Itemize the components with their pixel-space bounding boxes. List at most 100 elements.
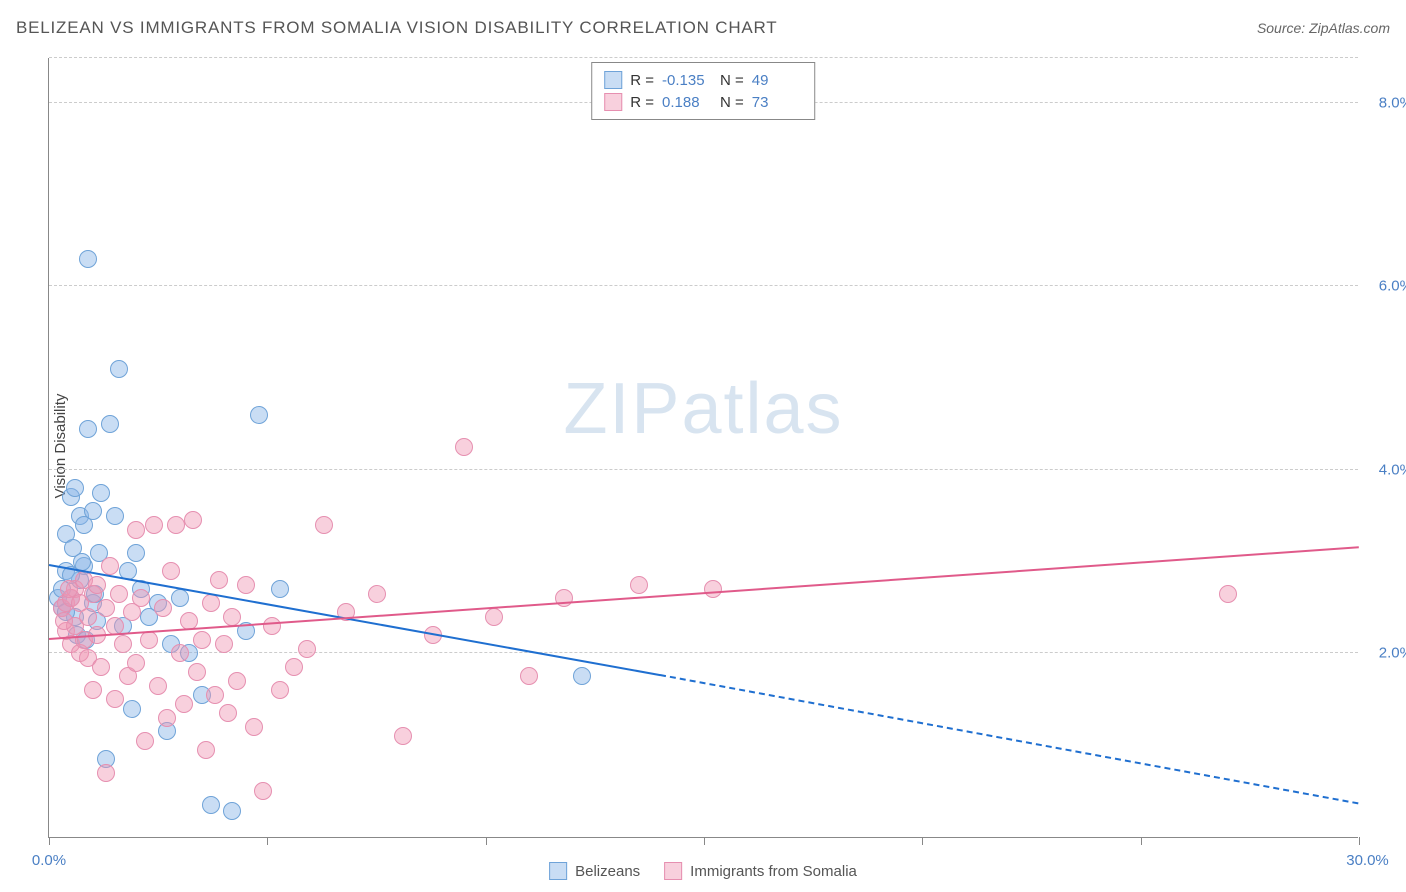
legend-row-belizeans: R = -0.135 N = 49 [604,69,802,91]
data-point [127,521,145,539]
data-point [167,516,185,534]
n-label: N = [720,72,744,89]
x-tick [704,837,705,845]
x-tick [49,837,50,845]
data-point [92,658,110,676]
data-point [136,732,154,750]
r-value-somalia: 0.188 [662,94,712,111]
n-label: N = [720,94,744,111]
x-tick [486,837,487,845]
data-point [79,420,97,438]
swatch-somalia-icon [664,862,682,880]
data-point [66,479,84,497]
data-point [184,511,202,529]
data-point [298,640,316,658]
data-point [455,438,473,456]
data-point [127,654,145,672]
gridline [49,285,1358,286]
data-point [263,617,281,635]
legend-item-belizeans: Belizeans [549,862,640,880]
data-point [92,484,110,502]
data-point [555,589,573,607]
watermark: ZIPatlas [563,368,843,450]
watermark-zip: ZIP [563,369,681,449]
x-tick-label-left: 0.0% [32,852,66,869]
chart-header: BELIZEAN VS IMMIGRANTS FROM SOMALIA VISI… [16,18,1390,38]
chart-title: BELIZEAN VS IMMIGRANTS FROM SOMALIA VISI… [16,18,778,38]
data-point [630,576,648,594]
data-point [84,502,102,520]
gridline [49,57,1358,58]
data-point [245,718,263,736]
data-point [79,608,97,626]
x-tick [1359,837,1360,845]
r-label: R = [630,94,654,111]
data-point [171,589,189,607]
data-point [237,576,255,594]
data-point [254,782,272,800]
data-point [573,667,591,685]
data-point [97,599,115,617]
x-tick [267,837,268,845]
data-point [704,580,722,598]
data-point [79,250,97,268]
data-point [127,544,145,562]
data-point [114,635,132,653]
data-point [101,415,119,433]
source-label: Source: ZipAtlas.com [1257,20,1390,36]
gridline [49,652,1358,653]
data-point [101,557,119,575]
x-tick-label-right: 30.0% [1346,852,1389,869]
data-point [368,585,386,603]
legend-label-somalia: Immigrants from Somalia [690,863,857,880]
data-point [158,709,176,727]
data-point [315,516,333,534]
data-point [162,562,180,580]
n-value-somalia: 73 [752,94,802,111]
x-tick [922,837,923,845]
y-tick-label: 6.0% [1379,278,1406,295]
legend-stats: R = -0.135 N = 49 R = 0.188 N = 73 [591,62,815,120]
data-point [55,612,73,630]
data-point [520,667,538,685]
y-tick-label: 4.0% [1379,461,1406,478]
data-point [97,764,115,782]
swatch-belizeans [604,71,622,89]
data-point [271,681,289,699]
scatter-chart: ZIPatlas 2.0%4.0%6.0%8.0%0.0%30.0% [48,58,1358,838]
data-point [223,608,241,626]
data-point [188,663,206,681]
data-point [145,516,163,534]
data-point [106,690,124,708]
x-tick [1141,837,1142,845]
y-tick-label: 2.0% [1379,645,1406,662]
data-point [228,672,246,690]
legend-item-somalia: Immigrants from Somalia [664,862,857,880]
data-point [394,727,412,745]
data-point [271,580,289,598]
data-point [110,585,128,603]
data-point [202,796,220,814]
legend-label-belizeans: Belizeans [575,863,640,880]
data-point [84,681,102,699]
data-point [193,631,211,649]
swatch-belizeans-icon [549,862,567,880]
data-point [206,686,224,704]
gridline [49,469,1358,470]
data-point [202,594,220,612]
legend-series: Belizeans Immigrants from Somalia [549,862,857,880]
data-point [123,700,141,718]
swatch-somalia [604,93,622,111]
r-value-belizeans: -0.135 [662,72,712,89]
data-point [175,695,193,713]
data-point [149,677,167,695]
data-point [285,658,303,676]
regression-line [660,674,1359,804]
data-point [154,599,172,617]
n-value-belizeans: 49 [752,72,802,89]
data-point [250,406,268,424]
data-point [1219,585,1237,603]
y-tick-label: 8.0% [1379,94,1406,111]
data-point [132,589,150,607]
data-point [223,802,241,820]
